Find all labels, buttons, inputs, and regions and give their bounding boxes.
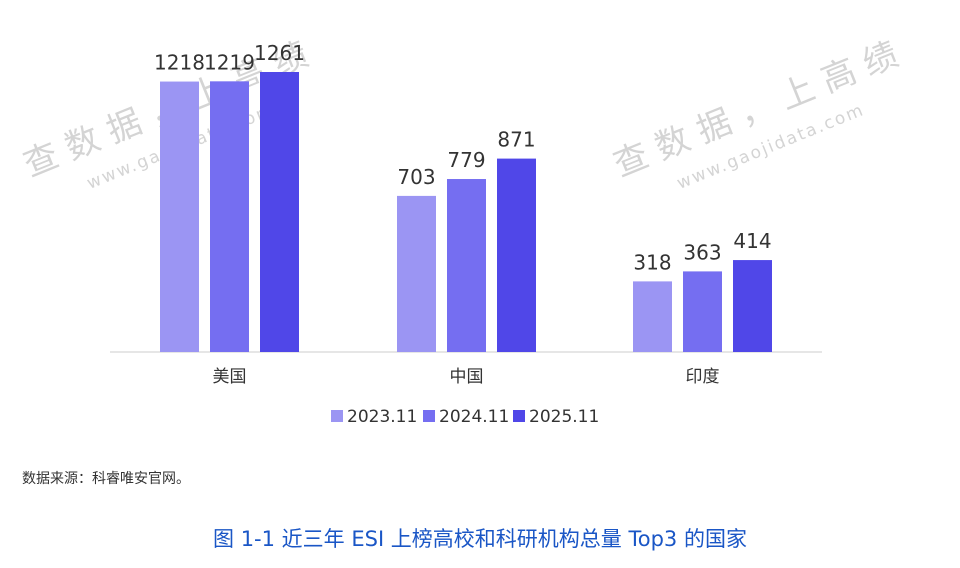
bar-value-label: 318	[633, 250, 671, 274]
legend-label: 2024.11	[439, 407, 509, 427]
bar-0-0	[160, 81, 199, 353]
bar-value-label: 414	[733, 229, 771, 253]
legend-swatch	[513, 410, 525, 422]
bar-value-label: 363	[683, 240, 721, 264]
category-label: 美国	[213, 367, 247, 387]
legend-label: 2023.11	[347, 407, 417, 427]
bar-0-2	[260, 72, 299, 352]
bar-2-0	[633, 281, 672, 352]
bar-1-2	[497, 158, 536, 352]
bar-0-1	[210, 81, 249, 353]
bar-value-label: 779	[447, 148, 485, 172]
bar-2-2	[733, 260, 772, 352]
bar-1-1	[447, 179, 486, 352]
legend-label: 2025.11	[529, 407, 599, 427]
bar-value-label: 703	[397, 165, 435, 189]
bars-layer: 1218 1219 1261 美国 703 779 871 中国 318 363 414 印度	[154, 41, 772, 387]
category-label: 印度	[686, 367, 720, 387]
bar-2-1	[683, 271, 722, 352]
legend-swatch	[331, 410, 343, 422]
legend: 2023.11 2024.11 2025.11	[331, 407, 599, 427]
category-label: 中国	[450, 367, 484, 387]
bar-value-label: 871	[497, 128, 535, 152]
legend-swatch	[423, 410, 435, 422]
bar-value-label: 1218	[154, 51, 205, 75]
figure-caption: 图 1-1 近三年 ESI 上榜高校和科研机构总量 Top3 的国家	[213, 527, 747, 551]
source-note: 数据来源：科睿唯安官网。	[22, 471, 190, 487]
bar-1-0	[397, 195, 436, 352]
bar-value-label: 1261	[254, 41, 305, 65]
bar-value-label: 1219	[204, 50, 255, 74]
